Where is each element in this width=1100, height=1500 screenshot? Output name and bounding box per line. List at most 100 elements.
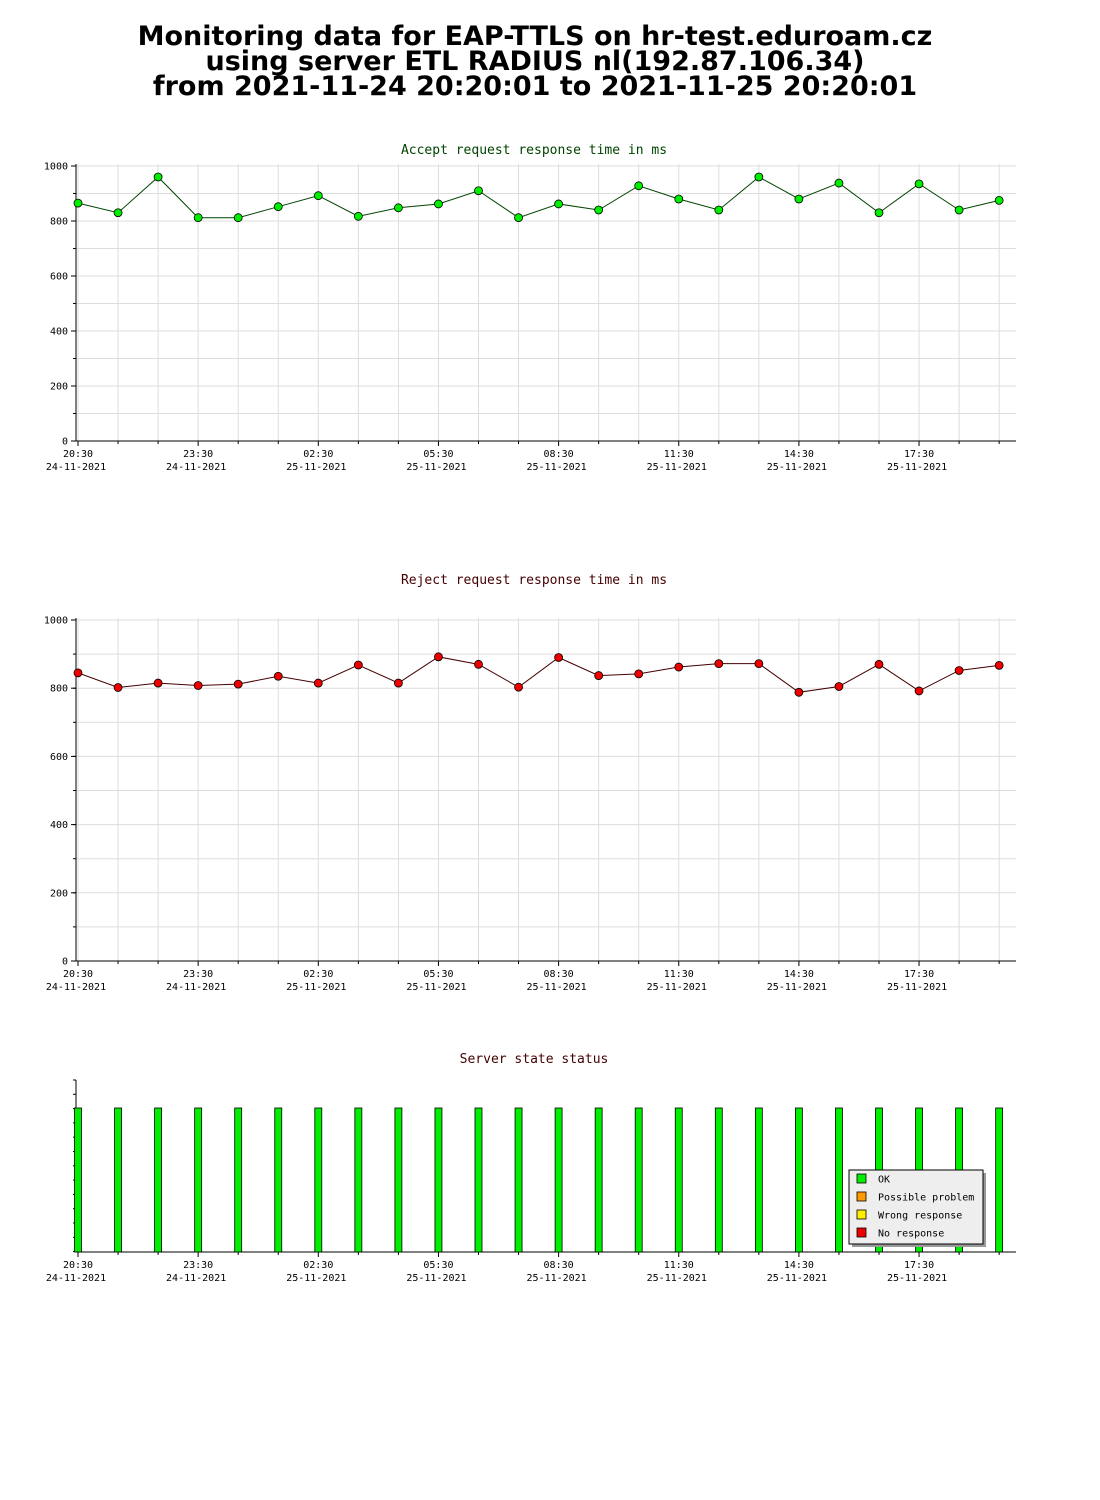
accept-y-tick-label: 0 [62,437,68,448]
state-bar [354,1107,363,1253]
accept-data-point [954,205,964,215]
reject-series-line [77,656,1000,693]
state-bar [194,1107,203,1253]
reject-y-tick-label: 800 [50,684,68,695]
legend-label: No response [878,1229,944,1240]
state-x-tick-time: 11:30 [664,1260,694,1271]
state-bar [754,1107,763,1253]
accept-x-tick-time: 02:30 [303,449,333,460]
accept-data-point [353,211,363,221]
state-x-tick-date: 24-11-2021 [166,1273,226,1284]
title-line-1: Monitoring data for EAP-TTLS on hr-test.… [137,21,933,52]
accept-data-point [874,208,884,218]
state-x-tick-date: 25-11-2021 [406,1273,466,1284]
state-bar [554,1107,563,1253]
state-bar [274,1107,283,1253]
reject-data-point [73,668,83,678]
accept-data-point [754,172,764,182]
state-bar [474,1107,483,1253]
accept-data-point [914,179,924,189]
state-bar [114,1107,122,1253]
reject-x-tick-time: 08:30 [544,969,574,980]
state-x-tick-time: 05:30 [423,1260,453,1271]
accept-x-tick-date: 24-11-2021 [46,462,106,473]
accept-data-point [73,198,83,208]
reject-y-tick-label: 400 [50,820,68,831]
state-x-tick-time: 17:30 [904,1260,934,1271]
state-x-tick-date: 25-11-2021 [526,1273,586,1284]
reject-x-tick-date: 25-11-2021 [887,982,947,993]
accept-x-tick-date: 25-11-2021 [526,462,586,473]
state-bar [394,1107,403,1253]
state-x-tick-date: 24-11-2021 [46,1273,106,1284]
accept-x-tick-date: 24-11-2021 [166,462,226,473]
reject-x-tick-date: 25-11-2021 [406,982,466,993]
accept-x-tick-date: 25-11-2021 [647,462,707,473]
legend-label: OK [878,1175,890,1186]
reject-y-tick-label: 1000 [44,616,68,627]
accept-y-tick-label: 400 [50,327,68,338]
state-bar [795,1107,803,1253]
accept-data-point [393,203,403,213]
legend-label: Possible problem [878,1193,974,1204]
accept-x-tick-time: 05:30 [423,449,453,460]
legend-swatch [856,1209,867,1220]
accept-data-point [554,199,563,209]
accept-data-point [594,205,604,215]
reject-data-point [874,659,884,669]
accept-x-tick-time: 23:30 [183,449,213,460]
state-bar [634,1107,643,1253]
accept-data-point [674,194,684,204]
reject-x-tick-time: 23:30 [183,969,213,980]
legend-box [848,1169,984,1245]
accept-data-point [153,172,163,182]
accept-data-point [233,213,243,223]
legend-label: Wrong response [878,1211,962,1222]
reject-x-tick-date: 24-11-2021 [46,982,106,993]
reject-x-tick-time: 02:30 [303,969,333,980]
state-bar [714,1107,723,1253]
state-bar [434,1107,443,1253]
reject-x-tick-date: 25-11-2021 [286,982,346,993]
reject-data-point [313,678,323,688]
state-bar [594,1107,603,1253]
state-bar [234,1107,243,1253]
state-x-tick-date: 25-11-2021 [887,1273,947,1284]
accept-x-tick-time: 08:30 [544,449,574,460]
accept-data-point [994,195,1004,205]
state-bar [514,1107,523,1253]
reject-x-tick-time: 14:30 [784,969,814,980]
reject-y-tick-label: 200 [50,888,68,899]
reject-x-tick-time: 11:30 [664,969,694,980]
accept-x-tick-time: 11:30 [664,449,694,460]
accept-y-tick-label: 200 [50,382,68,393]
accept-series-line [77,176,1000,219]
reject-data-point [554,653,563,662]
accept-data-point [514,213,523,223]
accept-x-tick-date: 25-11-2021 [767,462,827,473]
state-bar [74,1107,82,1253]
title-line-3: from 2021-11-24 20:20:01 to 2021-11-25 2… [152,71,918,102]
title-line-2: using server ETL RADIUS nl(192.87.106.34… [205,46,865,77]
reject-data-point [113,683,123,692]
accept-data-point [113,208,123,218]
reject-y-tick-label: 0 [62,957,68,968]
accept-x-tick-time: 14:30 [784,449,814,460]
reject-data-point [393,678,403,688]
reject-data-point [834,682,844,691]
reject-data-point [273,671,283,681]
page-title: Monitoring data for EAP-TTLS on hr-test.… [0,21,1070,102]
legend-swatch [856,1191,867,1202]
state-x-tick-time: 14:30 [784,1260,814,1271]
state-x-tick-date: 25-11-2021 [647,1273,707,1284]
legend-swatch [856,1173,867,1184]
accept-x-tick-date: 25-11-2021 [887,462,947,473]
accept-data-point [794,194,804,204]
reject-data-point [474,659,483,669]
reject-data-point [754,659,764,669]
state-x-tick-time: 23:30 [183,1260,213,1271]
state-bar [995,1107,1004,1253]
reject-data-point [634,669,644,679]
accept-data-point [714,205,724,215]
